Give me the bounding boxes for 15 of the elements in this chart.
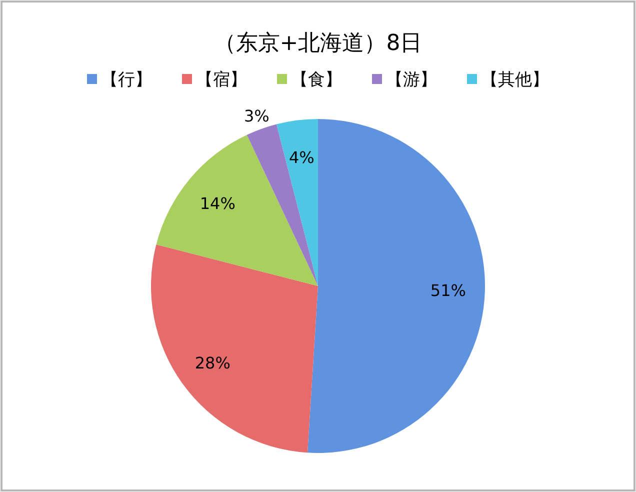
data-label: 14%	[200, 194, 236, 213]
pie-slice	[276, 119, 318, 286]
legend-label: 【行】	[101, 70, 152, 90]
pie-slice	[156, 134, 318, 286]
data-label: 4%	[288, 148, 314, 167]
data-label: 3%	[244, 106, 270, 126]
legend-label: 【游】	[386, 70, 437, 90]
pie-slice	[246, 124, 318, 286]
data-label: 51%	[430, 281, 466, 300]
data-label: 28%	[194, 354, 230, 373]
legend-label: 【食】	[291, 70, 342, 90]
pie-slice	[151, 244, 318, 453]
chart-title: （东京+北海道）8日	[214, 31, 422, 56]
legend-label: 【其他】	[481, 70, 549, 90]
legend-label: 【宿】	[196, 70, 247, 90]
